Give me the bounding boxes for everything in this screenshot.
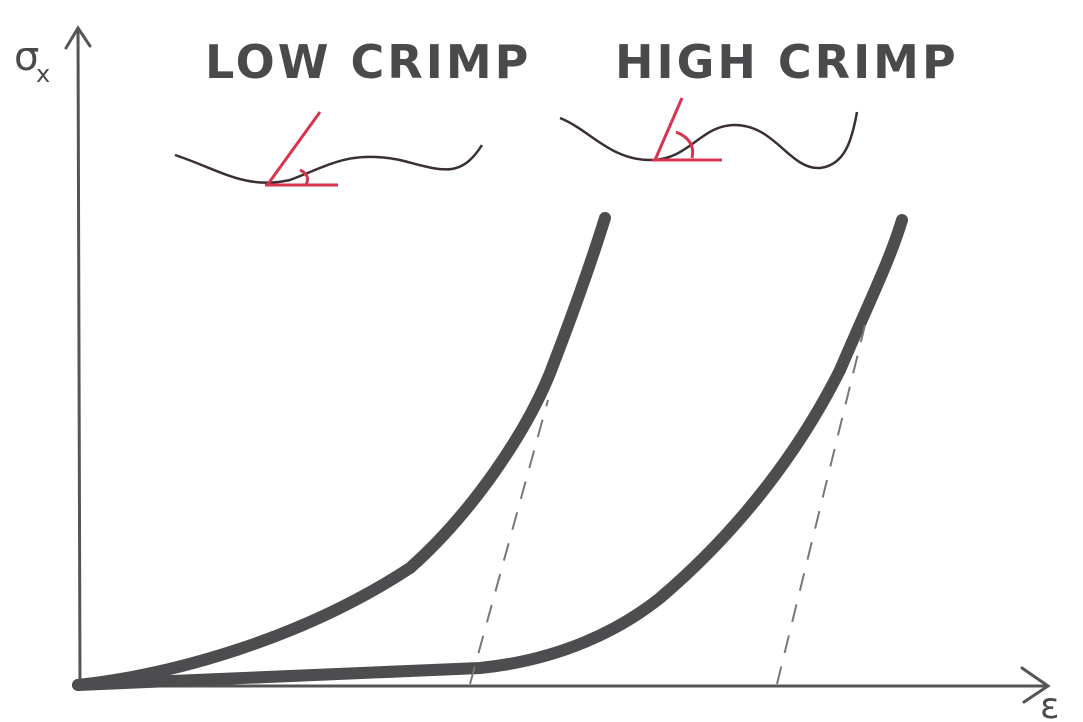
x-arrow [1020, 666, 1051, 704]
y-axis-subscript: x [36, 60, 50, 88]
low-crimp-title: LOW CRIMP [205, 35, 531, 89]
low-crimp-curve [72, 212, 611, 691]
high-crimp-tangent [776, 324, 866, 685]
y-arrow [64, 25, 92, 50]
high-crimp-fiber [559, 111, 859, 170]
x-axis-label: ε [1040, 686, 1059, 722]
low-crimp-tangent [469, 399, 549, 685]
high-crimp-angle [652, 97, 722, 162]
y-axis-label: σ [14, 34, 39, 80]
low-crimp-angle [265, 111, 338, 187]
y-axis [76, 28, 82, 688]
low-crimp-fiber [174, 144, 484, 184]
high-crimp-curve [72, 214, 908, 691]
axes [64, 25, 1051, 704]
high-crimp-title: HIGH CRIMP [615, 35, 959, 89]
